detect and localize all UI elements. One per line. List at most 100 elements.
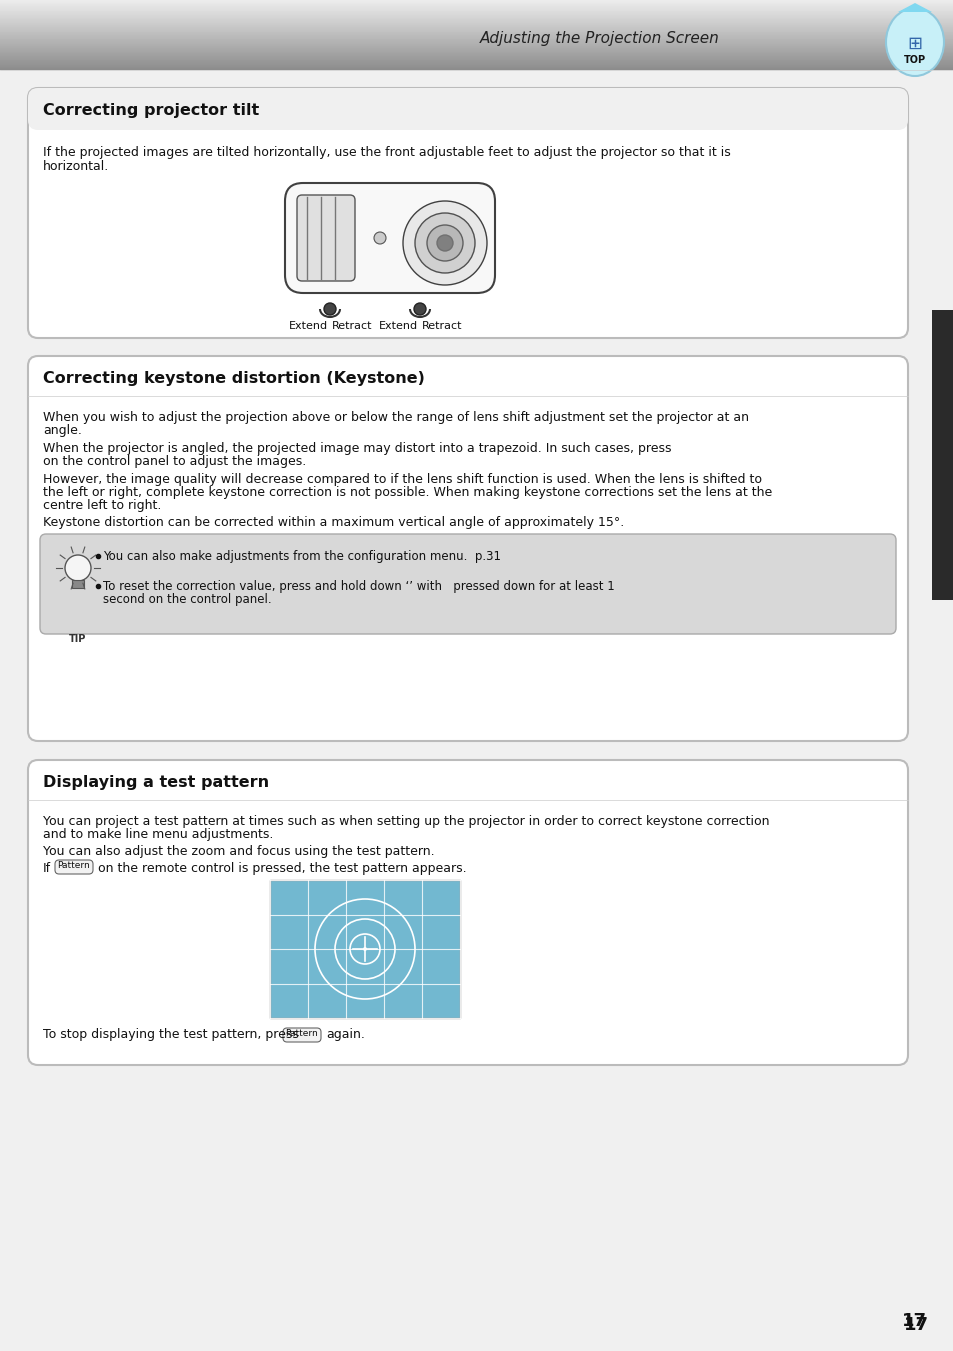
Text: on the remote control is pressed, the test pattern appears.: on the remote control is pressed, the te… [98,862,466,875]
Circle shape [436,235,453,251]
Bar [0,26,953,27]
Bar [0,5,953,7]
Text: To reset the correction value, press and hold down ‘’ with   pressed down for at: To reset the correction value, press and… [103,580,614,593]
Bar [0,68,953,69]
Bar [0,12,953,14]
Bar [0,31,953,32]
Text: If: If [43,862,51,875]
Bar [0,38,953,39]
Bar [0,20,953,22]
Bar [0,27,953,28]
Text: second on the control panel.: second on the control panel. [103,593,272,607]
Bar [0,51,953,54]
FancyBboxPatch shape [55,861,92,874]
Polygon shape [897,3,931,12]
Bar [0,42,953,43]
Bar [0,30,953,31]
Text: Displaying a test pattern: Displaying a test pattern [43,774,269,789]
Bar [0,30,953,31]
Bar [0,7,953,8]
Text: centre left to right.: centre left to right. [43,499,161,512]
Bar [0,35,953,36]
Text: Extend: Extend [288,322,327,331]
Bar [0,45,953,46]
Text: Extend: Extend [378,322,417,331]
Text: again.: again. [326,1028,364,1042]
Bar [0,45,953,46]
FancyBboxPatch shape [28,761,907,1065]
Bar [0,36,953,38]
Bar [0,43,953,45]
Bar [0,68,953,69]
Bar [0,69,953,70]
Bar [0,24,953,26]
Bar [0,35,953,36]
Bar [0,8,953,9]
Text: Correcting keystone distortion (Keystone): Correcting keystone distortion (Keystone… [43,370,424,385]
Bar [0,59,953,61]
Text: 17: 17 [901,1312,925,1329]
Bar [0,32,953,34]
Bar [0,22,953,23]
Bar [0,61,953,62]
FancyBboxPatch shape [285,182,495,293]
Bar [0,47,953,49]
Bar [0,3,953,4]
Text: You can project a test pattern at times such as when setting up the projector in: You can project a test pattern at times … [43,815,769,828]
Bar [0,36,953,38]
Bar [0,57,953,58]
Ellipse shape [885,8,943,76]
Bar [0,62,953,63]
Circle shape [427,226,462,261]
Circle shape [415,213,475,273]
FancyBboxPatch shape [28,357,907,740]
Bar [931,309,953,600]
Bar [0,62,953,63]
Bar [0,24,953,26]
Text: horizontal.: horizontal. [43,159,110,173]
Bar [0,23,953,24]
Text: You can also adjust the zoom and focus using the test pattern.: You can also adjust the zoom and focus u… [43,844,435,858]
Text: the left or right, complete keystone correction is not possible. When making key: the left or right, complete keystone cor… [43,486,771,499]
Bar [0,39,953,41]
Bar [0,39,953,41]
Bar [0,9,953,11]
Bar [0,59,953,61]
Bar [0,55,953,57]
Bar [0,49,953,50]
Text: If the projected images are tilted horizontally, use the front adjustable feet t: If the projected images are tilted horiz… [43,146,730,159]
Bar [0,57,953,58]
Bar [0,1,953,3]
Bar [0,0,953,1]
Text: Retract: Retract [332,322,372,331]
Text: angle.: angle. [43,424,82,436]
FancyBboxPatch shape [40,534,895,634]
Text: To stop displaying the test pattern, press: To stop displaying the test pattern, pre… [43,1028,298,1042]
Bar [0,47,953,49]
Text: Pattern: Pattern [57,862,91,870]
Text: Correcting projector tilt: Correcting projector tilt [43,103,259,118]
Bar [0,3,953,4]
Bar [0,7,953,8]
Bar [0,65,953,66]
Bar [0,54,953,55]
Bar [0,20,953,22]
Bar [0,9,953,11]
Bar [0,15,953,16]
Bar [0,12,953,14]
Text: and to make line menu adjustments.: and to make line menu adjustments. [43,828,274,842]
Bar [0,27,953,28]
Bar [71,580,84,588]
Circle shape [65,555,91,581]
FancyBboxPatch shape [28,88,907,338]
Bar [0,58,953,59]
Bar [0,65,953,66]
Bar [0,50,953,51]
Bar [0,18,953,19]
Bar [0,51,953,53]
FancyBboxPatch shape [283,1028,320,1042]
Bar [0,42,953,43]
Circle shape [414,303,426,315]
Circle shape [402,201,486,285]
Text: Pattern: Pattern [285,1029,318,1039]
